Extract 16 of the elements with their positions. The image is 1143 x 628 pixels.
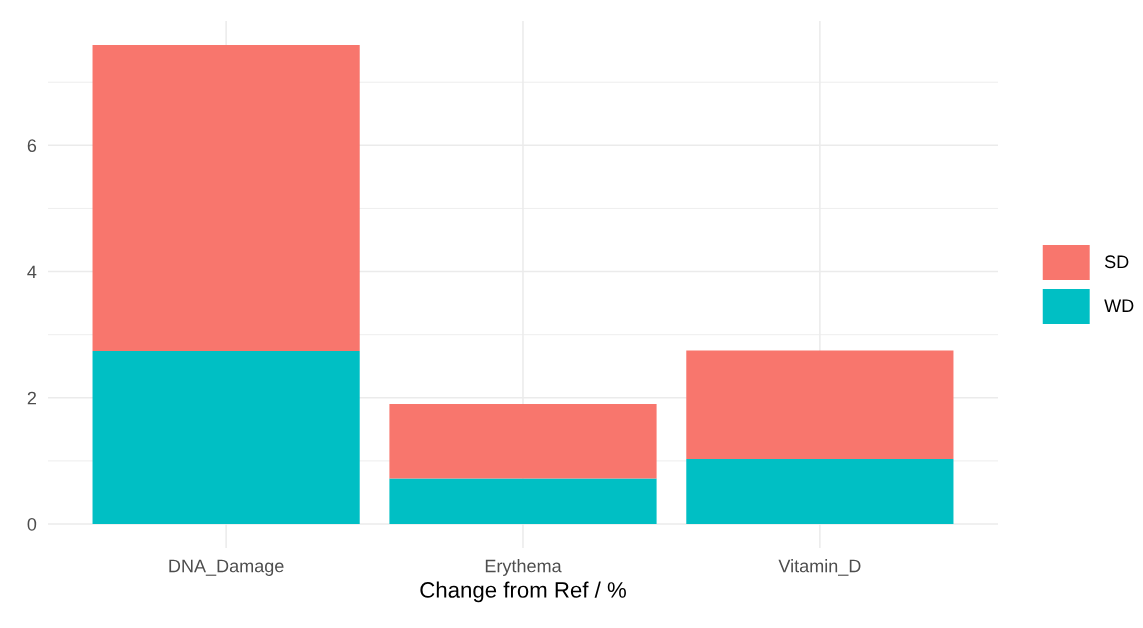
y-tick-label: 6 [27,139,37,153]
x-tick-label: DNA_Damage [169,559,284,576]
bar [389,404,657,479]
x-tick-label: Vitamin_D [778,559,861,576]
x-tick-label: Erythema [485,559,562,576]
x-axis-title: Change from Ref / % [420,581,626,603]
legend-label: WD [1104,299,1134,312]
bar [92,351,360,525]
legend-label: SD [1104,255,1129,269]
y-tick-label: 0 [27,517,37,531]
y-tick-label: 2 [27,391,36,405]
y-tick-label: 4 [27,265,37,279]
bar [686,350,954,460]
bar [686,459,954,525]
bar [389,478,657,525]
bar [92,44,360,352]
